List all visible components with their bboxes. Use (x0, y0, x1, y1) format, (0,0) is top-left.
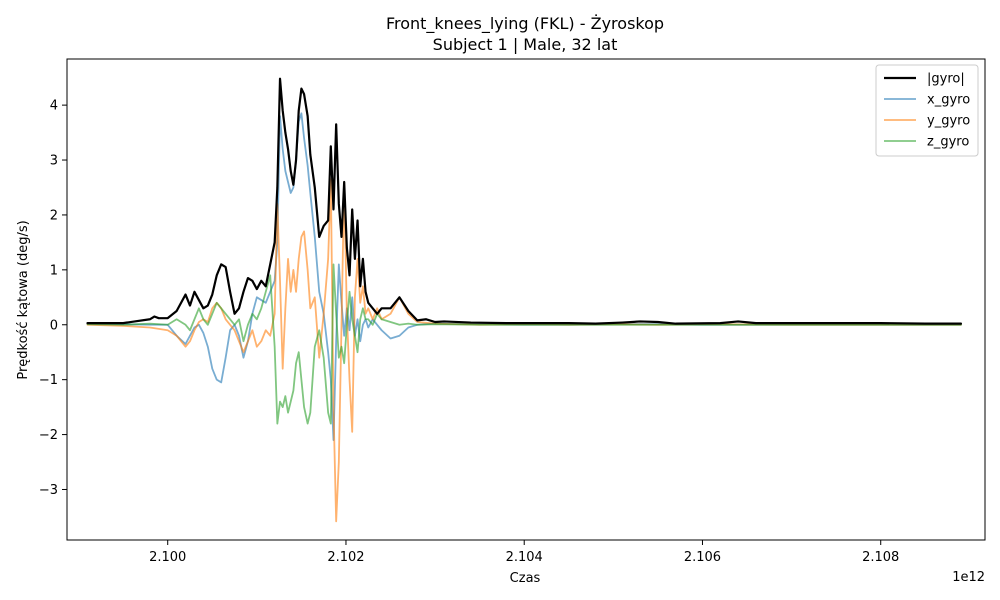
legend: |gyro| x_gyro y_gyro z_gyro (875, 64, 979, 157)
chart-title: Front_knees_lying (FKL) - Żyroskop Subje… (386, 14, 664, 54)
y-tick-label: 1 (50, 263, 58, 278)
legend-label-gyro: |gyro| (927, 72, 965, 87)
y-axis-label: Prędkość kątowa (deg/s) (16, 220, 31, 379)
y-tick-label: −2 (39, 428, 58, 443)
y-tick-label: 4 (50, 99, 58, 114)
legend-box (875, 64, 979, 157)
series-line-z-gyro (86, 263, 962, 425)
x-tick-label: 2.108 (862, 550, 899, 565)
x-tick-label: 2.106 (684, 550, 721, 565)
series-line-gyro (86, 77, 963, 325)
x-tick-label: 2.102 (327, 550, 364, 565)
x-axis-label: Czas (510, 571, 541, 586)
legend-label-y-gyro: y_gyro (927, 114, 970, 129)
legend-label-x-gyro: x_gyro (927, 93, 970, 108)
series-line-x-gyro (86, 112, 962, 441)
y-tick-label: −1 (39, 373, 58, 388)
y-tick-label: 3 (50, 154, 58, 169)
x-tick-label: 2.100 (149, 550, 186, 565)
y-tick-label: −3 (39, 483, 58, 498)
y-axis: −3 −2 −1 0 1 2 3 4 (39, 99, 67, 498)
y-tick-label: 2 (50, 208, 58, 223)
series-layer (86, 77, 963, 523)
chart-subtitle: Subject 1 | Male, 32 lat (433, 35, 618, 54)
y-tick-label: 0 (50, 318, 58, 333)
x-axis-offset-label: 1e12 (952, 570, 985, 585)
x-axis: 2.100 2.102 2.104 2.106 2.108 (149, 540, 899, 565)
chart-title-line1: Front_knees_lying (FKL) - Żyroskop (386, 14, 664, 34)
x-tick-label: 2.104 (506, 550, 543, 565)
plot-frame (66, 58, 986, 541)
legend-label-z-gyro: z_gyro (927, 135, 969, 150)
